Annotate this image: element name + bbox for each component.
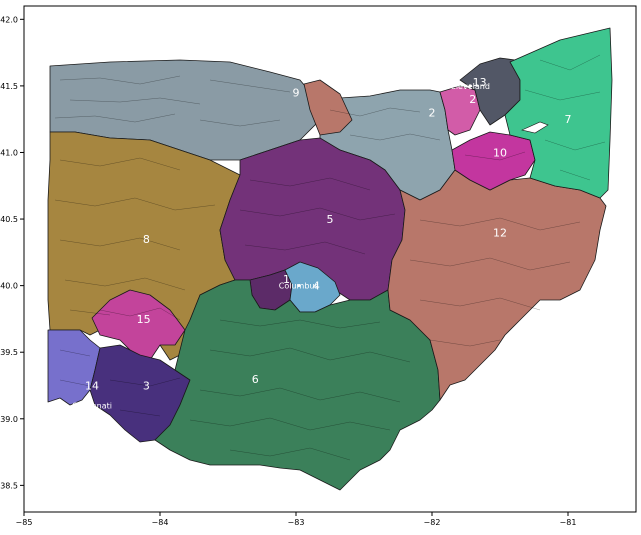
lake-shape xyxy=(521,121,549,134)
district-label: 4 xyxy=(313,280,320,293)
district-15-shape xyxy=(91,289,186,361)
y-tick-label: 41.5 xyxy=(0,82,18,91)
district-2-shape xyxy=(439,85,481,136)
texture-lines xyxy=(54,54,606,461)
district-label: 10 xyxy=(493,146,507,159)
x-tick-label: −82 xyxy=(424,518,441,527)
city-marker xyxy=(90,403,94,407)
district-label: 1 xyxy=(283,273,290,286)
district-label: 14 xyxy=(85,380,99,393)
y-tick-label: 39.5 xyxy=(0,348,18,357)
x-tick-label: −81 xyxy=(560,518,577,527)
district-label: 2 xyxy=(429,107,436,120)
city-marker xyxy=(468,84,472,88)
city-marker xyxy=(297,284,301,288)
y-tick-label: 38.5 xyxy=(0,481,18,490)
district-label: 15 xyxy=(137,313,151,326)
city-label: Cleveland xyxy=(450,82,490,91)
district-label: 6 xyxy=(252,373,259,386)
y-tick-label: 41.0 xyxy=(0,148,18,157)
district-10-shape xyxy=(451,131,536,191)
y-tick-label: 40.0 xyxy=(0,282,18,291)
x-axis: −85 −84 −83 −82 −81 xyxy=(16,512,577,527)
y-tick-label: 39.0 xyxy=(0,415,18,424)
district-6-shape xyxy=(154,279,441,491)
x-tick-label: −85 xyxy=(16,518,33,527)
district-12-north-shape xyxy=(303,79,353,136)
y-axis: 42.0 41.5 41.0 40.5 40.0 39.5 39.0 38.5 xyxy=(0,15,24,490)
y-tick-label: 42.0 xyxy=(0,15,18,24)
district-label: 5 xyxy=(327,213,334,226)
district-7-shape xyxy=(504,27,613,199)
district-label: 13 xyxy=(473,76,487,89)
district-labels: 9 8 5 4 1 15 14 3 6 12 2 13 7 10 2 xyxy=(85,76,572,393)
y-tick-label: 40.5 xyxy=(0,215,18,224)
district-label: 8 xyxy=(143,233,150,246)
district-label: 9 xyxy=(293,87,300,100)
precinct-texture xyxy=(54,54,606,461)
district-label: 2 xyxy=(469,93,476,106)
district-label: 12 xyxy=(493,226,507,239)
x-tick-label: −83 xyxy=(288,518,305,527)
city-label: Columbus xyxy=(279,282,319,291)
districts xyxy=(47,27,613,491)
city-labels: Cleveland Columbus Cincinnati xyxy=(72,82,490,411)
district-label: 7 xyxy=(565,113,572,126)
city-label: Cincinnati xyxy=(72,401,112,410)
x-tick-label: −84 xyxy=(152,518,169,527)
district-label: 3 xyxy=(143,380,150,393)
